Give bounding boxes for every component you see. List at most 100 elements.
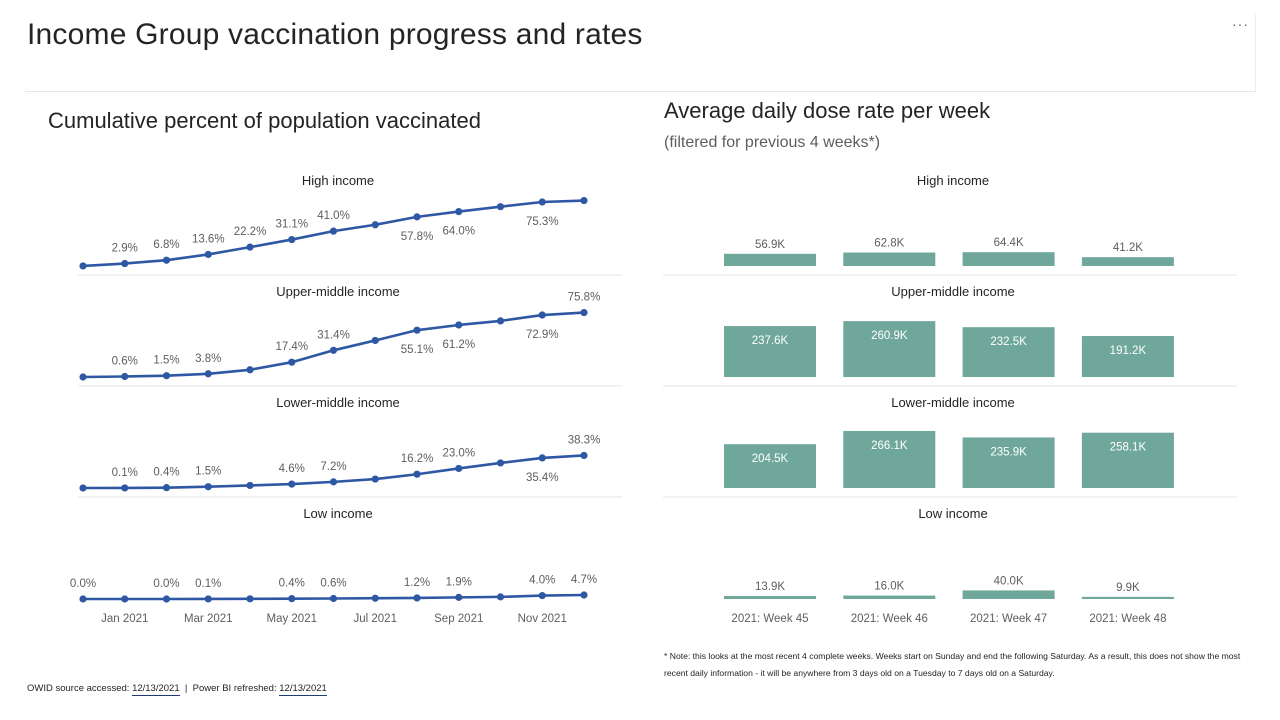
- data-point: [455, 321, 463, 329]
- data-label: 2.9%: [112, 243, 138, 255]
- data-point: [413, 594, 421, 602]
- data-label: 235.9K: [990, 446, 1027, 458]
- data-label: 266.1K: [871, 440, 908, 452]
- bar: [724, 253, 816, 266]
- data-label: 0.1%: [195, 578, 221, 590]
- data-point: [288, 595, 296, 603]
- data-point: [538, 198, 546, 206]
- x-tick-label: Jul 2021: [354, 613, 397, 625]
- data-label: 4.0%: [529, 575, 555, 587]
- panel-lower-middle-income: Lower-middle income 204.5K 266.1K 235.9K 258…: [663, 395, 1237, 498]
- data-point: [371, 594, 379, 602]
- source-date-link[interactable]: 12/13/2021: [132, 683, 180, 696]
- data-label: 64.0%: [442, 226, 475, 238]
- bar-chart-title: Average daily dose rate per week: [664, 98, 991, 123]
- data-label: 6.8%: [153, 239, 179, 251]
- data-label: 0.4%: [153, 467, 179, 479]
- panel-lower-middle-income: Lower-middle income 0.1% 0.4% 1.5% 4.6% 7.2% 1…: [78, 395, 622, 498]
- bar: [1081, 432, 1174, 488]
- data-point: [288, 358, 296, 366]
- bar: [724, 596, 816, 599]
- bar-chart-subtitle: (filtered for previous 4 weeks*): [664, 134, 881, 151]
- panel-low-income: Low income 0.0% 0.0% 0.1% 0.4% 0.6% 1.2% 1.9% 4.…: [70, 506, 597, 603]
- data-point: [204, 250, 212, 259]
- data-label: 57.8%: [401, 231, 434, 243]
- data-label: 55.1%: [401, 344, 434, 356]
- source-label: OWID source accessed:: [27, 683, 130, 694]
- data-point: [580, 591, 588, 599]
- data-label: 13.9K: [755, 581, 785, 593]
- data-label: 1.2%: [404, 577, 430, 589]
- data-point: [121, 484, 129, 492]
- data-point: [204, 595, 212, 603]
- panel-title: Upper-middle income: [891, 284, 1015, 299]
- data-label: 0.6%: [112, 355, 138, 367]
- data-label: 7.2%: [320, 461, 346, 473]
- data-point: [580, 451, 588, 460]
- panel-upper-middle-income: Upper-middle income 237.6K 260.9K 232.5K 191…: [663, 284, 1237, 387]
- bar: [962, 437, 1055, 488]
- x-tick-label: Nov 2021: [518, 613, 567, 625]
- data-point: [79, 262, 87, 270]
- data-label: 41.0%: [317, 210, 350, 222]
- x-tick-label: May 2021: [266, 613, 317, 625]
- bar: [843, 252, 936, 266]
- data-label: 191.2K: [1110, 345, 1147, 357]
- data-point: [455, 593, 463, 601]
- data-label: 0.6%: [320, 577, 346, 589]
- bar: [843, 430, 936, 488]
- refresh-date-link[interactable]: 12/13/2021: [279, 683, 327, 696]
- bar: [962, 252, 1055, 266]
- panel-upper-middle-income: Upper-middle income 0.6% 1.5% 3.8% 17.4% 31.4…: [78, 284, 622, 387]
- data-label: 204.5K: [752, 453, 789, 465]
- panel-low-income: Low income 13.9K 16.0K 40.0K 9.9K: [724, 506, 1174, 599]
- data-label: 4.6%: [279, 463, 305, 475]
- data-point: [580, 308, 588, 317]
- data-point: [413, 213, 421, 221]
- data-label: 258.1K: [1110, 442, 1147, 454]
- x-tick-label: Mar 2021: [184, 613, 233, 625]
- data-label: 40.0K: [994, 575, 1024, 587]
- data-point: [162, 595, 171, 603]
- data-point: [246, 243, 254, 251]
- title-card: Income Group vaccination progress and ra…: [25, 14, 1256, 92]
- data-point: [329, 478, 338, 486]
- bar: [724, 444, 816, 488]
- data-label: 16.2%: [401, 453, 434, 465]
- data-label: 56.9K: [755, 239, 785, 251]
- data-point: [246, 481, 254, 490]
- data-point: [204, 370, 212, 378]
- data-point: [455, 208, 463, 216]
- data-point: [413, 326, 421, 334]
- data-point: [162, 256, 171, 264]
- data-point: [121, 259, 129, 268]
- data-point: [79, 373, 87, 381]
- panel-title: Upper-middle income: [276, 284, 400, 299]
- data-label: 1.9%: [446, 576, 472, 588]
- data-label: 232.5K: [990, 336, 1027, 348]
- x-tick-label: Sep 2021: [434, 613, 483, 625]
- bar-chart: High income 56.9K 62.8K 64.4K 41.2K Upper-mid…: [663, 173, 1237, 625]
- bar: [962, 327, 1055, 377]
- data-point: [162, 372, 171, 380]
- panel-title: Low income: [303, 506, 372, 521]
- data-label: 22.2%: [234, 226, 267, 238]
- data-label: 13.6%: [192, 233, 225, 245]
- data-point: [288, 480, 296, 488]
- data-label: 62.8K: [874, 238, 904, 250]
- data-label: 0.4%: [279, 578, 305, 590]
- data-label: 75.8%: [568, 292, 601, 304]
- data-point: [413, 470, 421, 478]
- data-point: [121, 372, 129, 381]
- data-label: 41.2K: [1113, 242, 1143, 254]
- data-point: [538, 311, 546, 319]
- data-point: [580, 196, 588, 205]
- data-label: 1.5%: [153, 355, 179, 367]
- data-label: 0.1%: [112, 467, 138, 479]
- data-point: [371, 475, 379, 483]
- data-point: [246, 366, 254, 374]
- more-options-icon[interactable]: ···: [1232, 16, 1249, 32]
- data-label: 72.9%: [526, 329, 559, 341]
- footer-separator: |: [184, 683, 188, 694]
- bar: [1081, 336, 1174, 377]
